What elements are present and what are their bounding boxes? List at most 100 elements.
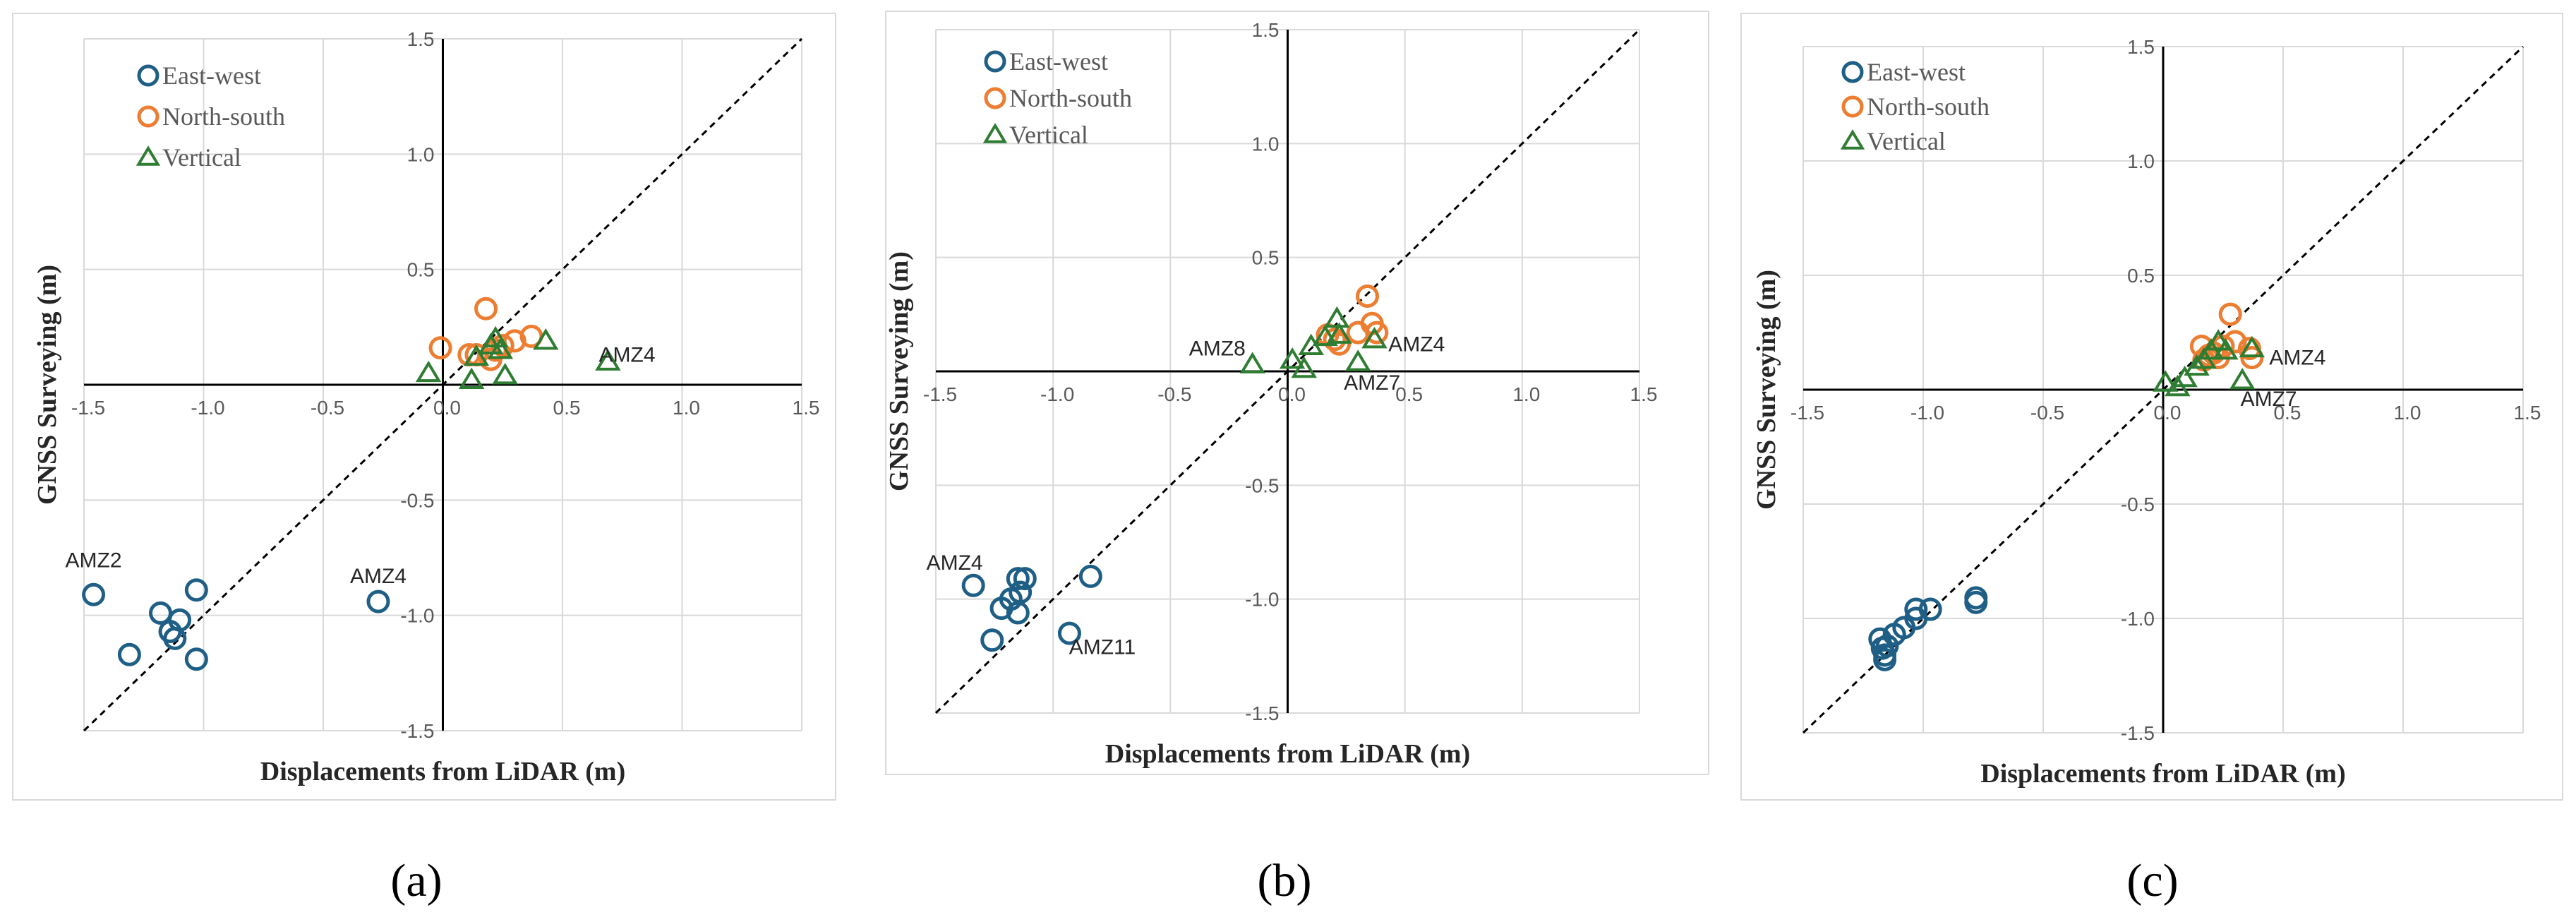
point-annotation: AMZ4 xyxy=(2269,347,2325,370)
point-annotation: AMZ4 xyxy=(1388,333,1445,356)
panel-label-c: (c) xyxy=(2126,855,2179,906)
legend-label: North-south xyxy=(1867,92,1990,121)
x-tick-label: -0.5 xyxy=(311,397,344,419)
one-to-one-line xyxy=(934,28,1641,714)
x-tick-label: -1.0 xyxy=(191,397,224,419)
chart-frame-c xyxy=(1740,13,2563,801)
legend-label: East-west xyxy=(1867,58,1966,86)
x-tick-label: -0.5 xyxy=(2030,402,2064,424)
legend-marker-north-south xyxy=(1841,95,1864,118)
y-tick-label: -1.0 xyxy=(400,605,434,627)
panel-label-b: (b) xyxy=(1257,855,1312,906)
data-point-vertical xyxy=(458,367,485,389)
data-point-vertical xyxy=(2205,329,2232,351)
data-point-east-west xyxy=(117,642,141,666)
x-tick-label: -1.0 xyxy=(1910,402,1944,424)
data-point-vertical xyxy=(595,349,621,371)
y-tick-label: 1.0 xyxy=(407,143,435,165)
data-point-vertical xyxy=(1239,352,1265,373)
x-tick-label: 0.5 xyxy=(553,397,581,419)
legend-marker-vertical xyxy=(1840,129,1865,150)
data-point-vertical xyxy=(487,337,514,359)
data-point-vertical xyxy=(2184,354,2210,376)
data-point-east-west xyxy=(82,582,106,606)
data-point-north-south xyxy=(1365,321,1389,345)
x-tick-label: -1.0 xyxy=(1040,383,1074,405)
panel-label-a: (a) xyxy=(390,855,443,906)
legend-label: East-west xyxy=(162,61,261,90)
legend-label: Vertical xyxy=(1009,121,1088,149)
y-tick-label: -0.5 xyxy=(2121,493,2155,515)
data-point-north-south xyxy=(2240,346,2264,370)
legend-marker-vertical xyxy=(982,123,1008,143)
y-tick-label: -0.5 xyxy=(400,489,434,511)
data-point-east-west xyxy=(1918,597,1942,621)
y-tick-label: 1.5 xyxy=(407,28,435,50)
data-point-vertical xyxy=(1344,349,1371,371)
data-point-north-south xyxy=(1355,285,1379,309)
data-point-east-west xyxy=(366,589,390,613)
point-annotation: AMZ8 xyxy=(1189,337,1246,361)
y-tick-label: -1.0 xyxy=(2121,608,2155,630)
point-annotation: AMZ4 xyxy=(927,551,983,575)
data-point-east-west xyxy=(1057,621,1081,645)
legend-label: Vertical xyxy=(1867,127,1946,155)
x-axis-title: Displacements from LiDAR (m) xyxy=(1980,759,2346,789)
data-point-vertical xyxy=(2229,368,2256,390)
y-tick-label: -1.0 xyxy=(1245,589,1279,611)
y-axis-title: GNSS Surveying (m) xyxy=(1752,270,1781,510)
data-point-east-west xyxy=(148,601,172,625)
x-tick-label: -1.5 xyxy=(71,397,105,419)
data-point-vertical xyxy=(533,328,559,350)
y-axis-title: GNSS Surveying (m) xyxy=(884,251,914,491)
x-axis-title: Displacements from LiDAR (m) xyxy=(1105,739,1471,769)
legend-label: Vertical xyxy=(162,143,241,172)
legend-marker-east-west xyxy=(137,64,160,87)
point-annotation: AMZ7 xyxy=(1344,371,1400,395)
chart-frame-a xyxy=(12,13,836,801)
y-tick-label: 1.0 xyxy=(1252,133,1280,155)
x-tick-label: 1.0 xyxy=(1512,383,1540,405)
data-point-east-west xyxy=(184,647,208,671)
data-point-vertical xyxy=(492,363,518,385)
data-point-north-south xyxy=(1323,328,1347,352)
y-tick-label: 0.5 xyxy=(1252,247,1280,269)
point-annotation: AMZ4 xyxy=(599,344,656,367)
data-point-vertical xyxy=(1326,322,1352,344)
legend-marker-east-west xyxy=(1841,61,1864,83)
y-tick-label: -1.5 xyxy=(400,720,434,742)
legend-marker-vertical xyxy=(136,145,161,166)
point-annotation: AMZ11 xyxy=(1069,635,1136,659)
data-point-east-west xyxy=(1868,627,1892,651)
x-tick-label: 1.5 xyxy=(793,397,820,419)
scatter-chart-2: -1.5 -1.0 -0.5 0.0 0.5 1.0 1.5 -1.5 -1.0 -0.5 0.5 1… xyxy=(1752,36,2541,789)
data-point-east-west xyxy=(1009,580,1033,604)
data-point-east-west xyxy=(184,578,208,602)
x-tick-label: 0.0 xyxy=(2154,402,2181,424)
legend-label: East-west xyxy=(1009,47,1108,76)
x-tick-label: -1.5 xyxy=(923,383,957,405)
scatter-chart-0: -1.5 -1.0 -0.5 0.0 0.5 1.0 1.5 -1.5 -1.0 -0.5 0.5 1… xyxy=(32,28,819,786)
legend-label: North-south xyxy=(162,102,285,131)
y-tick-label: -1.5 xyxy=(2121,722,2155,744)
y-axis-title: GNSS Surveying (m) xyxy=(32,265,62,505)
data-point-east-west xyxy=(980,628,1004,652)
data-point-vertical xyxy=(415,360,442,383)
chart-frame-b xyxy=(885,11,1709,775)
data-point-east-west xyxy=(168,608,192,632)
data-point-north-south xyxy=(428,336,452,360)
data-point-east-west xyxy=(1013,567,1037,591)
data-point-vertical xyxy=(1361,326,1388,349)
point-annotation: AMZ7 xyxy=(2241,388,2297,411)
data-point-vertical xyxy=(2153,370,2179,392)
x-tick-label: 1.0 xyxy=(673,397,700,419)
data-point-vertical xyxy=(2172,365,2198,388)
x-tick-label: 0.0 xyxy=(433,397,461,419)
data-point-vertical xyxy=(463,344,490,366)
x-tick-label: 0.5 xyxy=(2274,402,2301,424)
y-tick-label: 1.0 xyxy=(2127,150,2155,172)
x-tick-label: 1.5 xyxy=(1630,383,1658,405)
legend-marker-north-south xyxy=(137,105,160,128)
data-point-east-west xyxy=(1875,634,1899,658)
